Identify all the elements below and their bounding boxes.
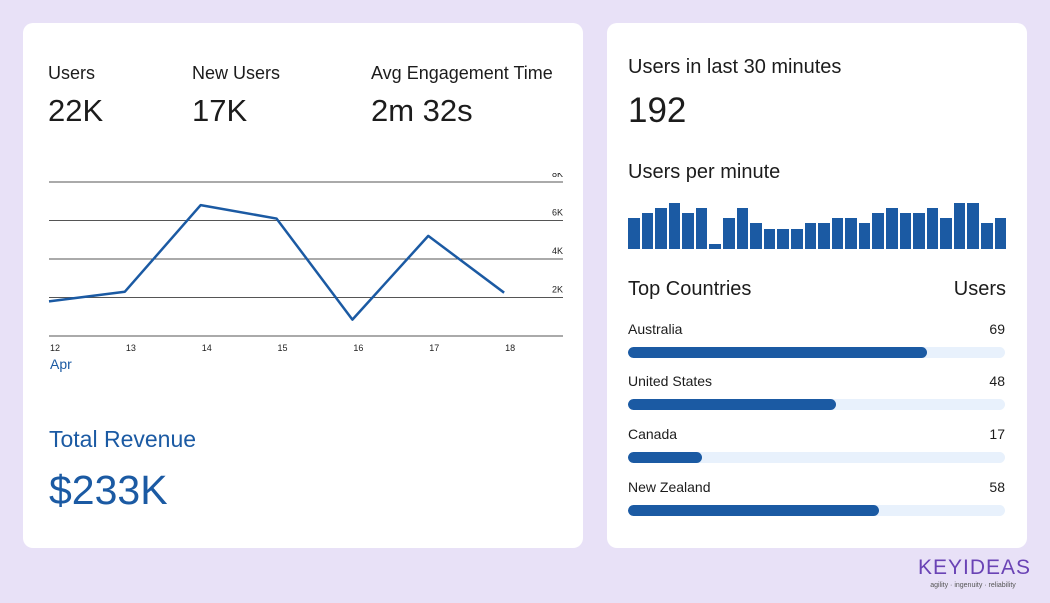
x-tick-label: 18: [505, 343, 515, 353]
users-per-minute-bar[interactable]: [736, 208, 749, 249]
y-tick-label: 8K: [552, 173, 563, 179]
users-metric-value: 22K: [48, 93, 104, 128]
users-per-minute-bar[interactable]: [872, 213, 884, 249]
y-tick-label: 6K: [552, 208, 563, 218]
total-revenue-value: $233K: [49, 467, 168, 513]
users-per-minute-bar[interactable]: [804, 223, 817, 249]
brand-name: KEYIDEAS: [918, 556, 1032, 579]
users-per-minute-chart[interactable]: [628, 203, 1007, 249]
users-line-chart[interactable]: 2K 4K 6K 8K 12 13 14 15 16 17 18 Apr: [23, 173, 583, 403]
users-per-minute-bar[interactable]: [695, 208, 708, 249]
users-per-minute-bar[interactable]: [940, 218, 952, 249]
country-bar-fill: [628, 452, 702, 463]
users-metric-label: Users: [48, 63, 96, 83]
country-users-value: 58: [989, 479, 1005, 495]
country-bar-track: [628, 399, 1005, 410]
country-name: United States: [628, 373, 713, 389]
engagement-metric-value: 2m 32s: [371, 93, 473, 128]
new-users-metric-label: New Users: [192, 63, 281, 83]
x-tick-label: 15: [278, 343, 288, 353]
users-per-minute-bar[interactable]: [709, 243, 722, 249]
y-tick-label: 4K: [552, 246, 563, 256]
users-per-minute-bar[interactable]: [845, 218, 857, 249]
country-name: New Zealand: [628, 479, 711, 495]
users-column-header: Users: [953, 278, 1006, 300]
country-name: Canada: [628, 426, 678, 442]
users-per-minute-bar[interactable]: [953, 203, 966, 249]
users-per-minute-bar[interactable]: [818, 223, 830, 249]
users-per-minute-bar[interactable]: [641, 213, 654, 249]
users-per-minute-bar[interactable]: [777, 228, 789, 249]
new-users-metric-value: 17K: [192, 93, 248, 128]
users-per-minute-bar[interactable]: [981, 223, 993, 249]
total-revenue-label: Total Revenue: [49, 426, 197, 452]
x-tick-label: 13: [126, 343, 136, 353]
x-axis-month-label: Apr: [50, 356, 72, 372]
y-tick-label: 2K: [552, 285, 563, 295]
users-per-minute-bar[interactable]: [655, 208, 667, 249]
x-tick-label: 17: [429, 343, 439, 353]
users-per-minute-bar[interactable]: [831, 218, 844, 249]
x-tick-label: 16: [353, 343, 363, 353]
series-line[interactable]: [48, 203, 505, 321]
users-per-minute-bar[interactable]: [723, 218, 735, 249]
country-bar-fill: [628, 347, 927, 358]
users-per-minute-bar[interactable]: [763, 228, 776, 249]
realtime-title: Users in last 30 minutes: [628, 56, 842, 78]
engagement-metric-label: Avg Engagement Time: [371, 63, 553, 83]
country-bar-track: [628, 452, 1005, 463]
users-per-minute-bar[interactable]: [682, 213, 694, 249]
users-per-minute-bar[interactable]: [913, 213, 925, 249]
realtime-card: Users in last 30 minutes 192 Users per m…: [607, 23, 1027, 548]
x-tick-label: 12: [50, 343, 60, 353]
brand-tagline: agility · ingenuity · reliability: [930, 582, 1016, 589]
users-per-minute-bar[interactable]: [750, 223, 762, 249]
brand-logo: KEYIDEAS agility · ingenuity · reliabili…: [918, 556, 1032, 589]
country-row[interactable]: United States 48: [628, 373, 1005, 410]
country-users-value: 48: [989, 373, 1005, 389]
users-per-minute-bar[interactable]: [858, 223, 871, 249]
country-users-value: 17: [989, 426, 1005, 442]
users-per-minute-bar[interactable]: [628, 218, 640, 249]
users-per-minute-bar[interactable]: [926, 208, 939, 249]
users-per-minute-bar[interactable]: [899, 213, 912, 249]
users-per-minute-label: Users per minute: [628, 161, 781, 183]
country-bar-track: [628, 347, 1005, 358]
users-per-minute-bar[interactable]: [994, 218, 1007, 249]
users-per-minute-bar[interactable]: [790, 228, 803, 249]
users-per-minute-bar[interactable]: [668, 203, 681, 249]
x-tick-label: 14: [202, 343, 212, 353]
country-row[interactable]: Australia 69: [628, 321, 1005, 358]
country-bar-fill: [628, 505, 880, 516]
users-per-minute-bar[interactable]: [885, 208, 898, 249]
country-row[interactable]: Canada 17: [628, 426, 1005, 463]
realtime-users-value: 192: [628, 91, 687, 130]
country-users-value: 69: [989, 321, 1005, 337]
country-bar-fill: [628, 399, 836, 410]
country-row[interactable]: New Zealand 58: [628, 479, 1005, 516]
top-countries-header: Top Countries: [628, 278, 752, 300]
country-bar-track: [628, 505, 1005, 516]
overview-card: Users 22K New Users 17K Avg Engagement T…: [23, 23, 583, 548]
country-name: Australia: [628, 321, 683, 337]
users-per-minute-bar[interactable]: [967, 203, 980, 249]
